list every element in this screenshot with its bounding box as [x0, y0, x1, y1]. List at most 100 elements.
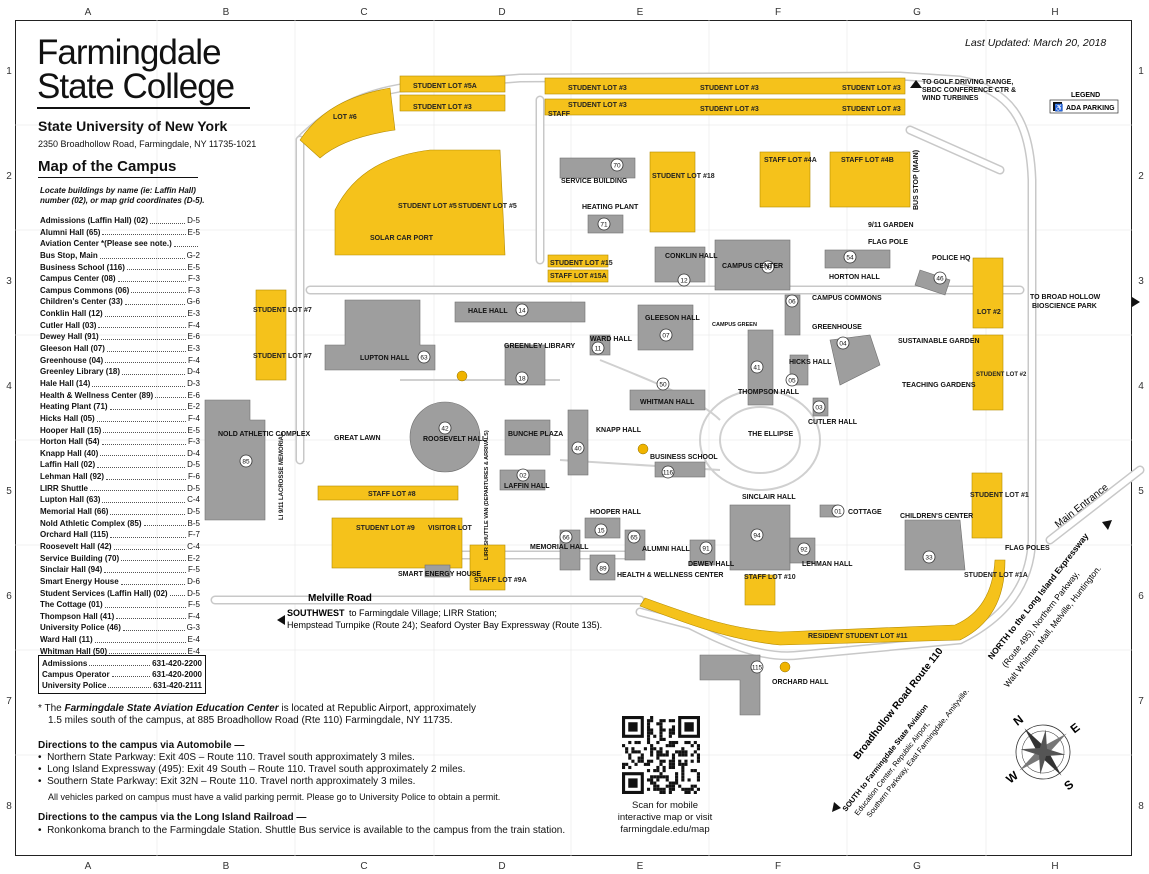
directory-item-coord: E-2 [187, 553, 200, 563]
auto-direction-text: Southern State Parkway: Exit 32N – Route… [47, 776, 416, 787]
phone-name: University Police [42, 681, 107, 690]
grid-col-d: D [498, 861, 506, 872]
grid-col-c: C [360, 7, 368, 18]
directory-item[interactable]: Nold Athletic Complex (85) B-5 [40, 518, 200, 530]
directory-item-coord: D-4 [187, 448, 200, 458]
directory-item[interactable]: The Cottage (01) F-5 [40, 599, 200, 611]
directory-item[interactable]: Greenley Library (18) D-4 [40, 366, 200, 378]
directory-title: Map of the Campus [38, 158, 198, 178]
directory-item[interactable]: Bus Stop, Main G-2 [40, 250, 200, 262]
svg-text:18: 18 [518, 376, 526, 383]
directory-item[interactable]: Roosevelt Hall (42) C-4 [40, 541, 200, 553]
qr-code[interactable] [622, 716, 700, 794]
directory-item-coord: E-6 [187, 332, 200, 342]
directory-item[interactable]: Hicks Hall (05) F-4 [40, 413, 200, 425]
directory-item[interactable]: University Police (46) G-3 [40, 622, 200, 634]
directory-item[interactable]: Thompson Hall (41) F-4 [40, 611, 200, 623]
qr-caption: Scan for mobile interactive map or visit… [600, 800, 730, 836]
label-lirr: LIRR SHUTTLE VAN (DEPARTURES & ARRIVALS) [484, 430, 490, 560]
directory-item-coord: F-4 [188, 355, 200, 365]
directory-item[interactable]: Lupton Hall (63) C-4 [40, 494, 200, 506]
label-lot7b: STUDENT LOT #7 [253, 353, 312, 360]
leader-dots [90, 483, 186, 492]
leader-dots [100, 448, 186, 457]
directory-item[interactable]: Admissions (Laffin Hall) (02) D-5 [40, 215, 200, 227]
grid-col-b: B [222, 7, 230, 18]
directory-item[interactable]: Campus Commons (06) F-3 [40, 285, 200, 297]
directory-item-name: Greenley Library (18) [40, 367, 121, 377]
label-lot9: STUDENT LOT #9 [356, 525, 415, 532]
label-southwest1: to Farmingdale Village; LIRR Station; [349, 608, 497, 618]
directory-item[interactable]: LIRR Shuttle D-5 [40, 483, 200, 495]
directory-item[interactable]: Hooper Hall (15) E-5 [40, 425, 200, 437]
directory-item[interactable]: Greenhouse (04) F-4 [40, 355, 200, 367]
directory-item[interactable]: Student Services (Laffin Hall) (02) D-5 [40, 588, 200, 600]
directory-item[interactable]: Conklin Hall (12) E-3 [40, 308, 200, 320]
qr-line3[interactable]: farmingdale.edu/map [620, 824, 710, 835]
directory-item[interactable]: Cutler Hall (03) F-4 [40, 320, 200, 332]
directory-item[interactable]: Alumni Hall (65) E-5 [40, 227, 200, 239]
directory-item[interactable]: Children's Center (33) G-6 [40, 296, 200, 308]
directory-item[interactable]: Laffin Hall (02) D-5 [40, 459, 200, 471]
label-staff8: STAFF LOT #8 [368, 491, 416, 498]
directory-item[interactable]: Lehman Hall (92) F-6 [40, 471, 200, 483]
label-police: POLICE HQ [932, 255, 971, 262]
ada-icon [1053, 102, 1062, 111]
directory-item-coord: D-3 [187, 378, 200, 388]
label-sinclair: SINCLAIR HALL [742, 494, 796, 501]
grid-row-2: 2 [6, 171, 12, 182]
directory-item[interactable]: Knapp Hall (40) D-4 [40, 448, 200, 460]
directory-item[interactable]: Aviation Center *(Please see note.) [40, 238, 200, 250]
directory-item-name: Hale Hall (14) [40, 378, 91, 388]
directory-item[interactable]: Orchard Hall (115) F-7 [40, 529, 200, 541]
auto-directions-list: • Northern State Parkway: Exit 40S – Rou… [38, 752, 465, 788]
directory-item-coord: F-4 [188, 611, 200, 621]
leader-dots [117, 273, 186, 282]
directory-item[interactable]: Campus Center (08) F-3 [40, 273, 200, 285]
directory-item-name: Thompson Hall (41) [40, 611, 115, 621]
directory-item-coord: D-5 [187, 483, 200, 493]
directory-instructions: Locate buildings by name (ie: Laffin Hal… [40, 186, 220, 206]
directory-item[interactable]: Hale Hall (14) D-3 [40, 378, 200, 390]
directory-item[interactable]: Sinclair Hall (94) F-5 [40, 564, 200, 576]
directory-item[interactable]: Ward Hall (11) E-4 [40, 634, 200, 646]
directory-item-name: Gleeson Hall (07) [40, 344, 105, 354]
grid-col-d: D [498, 7, 506, 18]
directory-item-name: LIRR Shuttle [40, 483, 88, 493]
aviation-line2: 1.5 miles south of the campus, at 885 Br… [48, 715, 453, 726]
svg-text:15: 15 [597, 528, 605, 535]
label-horton: HORTON HALL [829, 274, 881, 281]
directory-item[interactable]: Service Building (70) E-2 [40, 553, 200, 565]
directory-item-name: Aviation Center *(Please see note.) [40, 239, 172, 249]
aviation-bold: Farmingdale State Aviation Education Cen… [64, 703, 279, 714]
grid-row-4: 4 [1138, 381, 1144, 392]
directory-item-coord: C-4 [187, 495, 200, 505]
phone-row[interactable]: Campus Operator 631-420-2000 [42, 669, 202, 680]
label-staff15a: STAFF LOT #15A [550, 273, 607, 280]
directory-item[interactable]: Heating Plant (71) E-2 [40, 401, 200, 413]
svg-text:66: 66 [562, 535, 570, 542]
directory-item[interactable]: Smart Energy House D-6 [40, 576, 200, 588]
directory-item-name: Children's Center (33) [40, 297, 123, 307]
svg-text:11: 11 [595, 346, 602, 353]
phone-row[interactable]: Admissions 631-420-2200 [42, 658, 202, 669]
directory-item[interactable]: Health & Wellness Center (89) E-6 [40, 390, 200, 402]
rail-directions: • Ronkonkoma branch to the Farmingdale S… [38, 825, 566, 836]
leader-dots [103, 425, 186, 434]
directory-item[interactable]: Business School (116) E-5 [40, 262, 200, 274]
label-lot3f: STUDENT LOT #3 [700, 106, 759, 113]
phone-row[interactable]: University Police 631-420-2111 [42, 680, 202, 691]
leader-dots [143, 518, 186, 527]
directory-item[interactable]: Memorial Hall (66) D-5 [40, 506, 200, 518]
directory-item-name: Service Building (70) [40, 553, 120, 563]
directory-item[interactable]: Whitman Hall (50) E-4 [40, 646, 200, 658]
directory-item[interactable]: Gleeson Hall (07) E-3 [40, 343, 200, 355]
svg-text:12: 12 [680, 278, 688, 285]
directory-item[interactable]: Dewey Hall (91) E-6 [40, 331, 200, 343]
label-solar: SOLAR CAR PORT [370, 235, 434, 242]
svg-text:41: 41 [753, 365, 761, 372]
label-ellipse: THE ELLIPSE [748, 431, 793, 438]
directory-item[interactable]: Horton Hall (54) F-3 [40, 436, 200, 448]
label-lot3g: STUDENT LOT #3 [842, 106, 901, 113]
